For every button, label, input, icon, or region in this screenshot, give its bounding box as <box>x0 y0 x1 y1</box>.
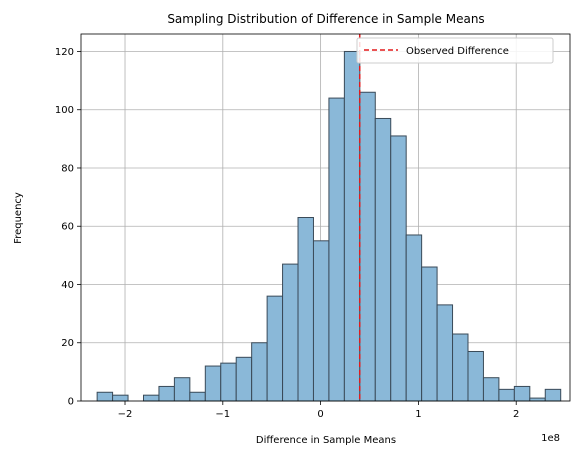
x-tick-label: 2 <box>513 409 519 420</box>
histogram-bar <box>112 394 129 402</box>
histogram-bar <box>421 266 438 402</box>
x-axis-ticks: −2 −1 0 1 2 <box>118 401 519 420</box>
histogram-bar <box>513 385 531 402</box>
histogram-bar <box>282 263 299 402</box>
legend: Observed Difference <box>356 37 554 64</box>
x-tick-label: −1 <box>215 409 230 420</box>
histogram-bar <box>312 240 330 402</box>
y-axis-label: Frequency <box>13 192 24 244</box>
histogram-bar <box>452 333 469 402</box>
histogram-bar <box>405 234 423 402</box>
histogram-bar <box>189 391 206 402</box>
histogram-bar <box>297 217 314 402</box>
y-tick-label: 20 <box>61 338 74 349</box>
histogram-bar <box>343 50 361 402</box>
y-tick-label: 120 <box>55 47 74 58</box>
x-tick-label: 0 <box>317 409 323 420</box>
histogram-bar <box>251 342 268 402</box>
histogram-bar <box>436 304 454 402</box>
x-tick-label: 1 <box>415 409 421 420</box>
histogram-bar <box>498 388 515 402</box>
y-axis-ticks: 0 20 40 60 80 100 120 <box>55 47 81 408</box>
histogram-bar <box>173 377 191 402</box>
histogram-bar <box>235 356 253 402</box>
histogram-bar <box>390 135 407 402</box>
histogram-bars <box>96 50 562 402</box>
plot-frame <box>80 33 571 402</box>
x-axis-offset-text: 1e8 <box>541 433 560 444</box>
legend-label: Observed Difference <box>406 46 509 57</box>
histogram-bar <box>204 365 222 402</box>
y-tick-label: 0 <box>68 397 74 408</box>
histogram-bar <box>266 295 284 402</box>
histogram-bar <box>467 350 484 402</box>
x-axis-label: Difference in Sample Means <box>256 435 396 446</box>
legend-box <box>356 37 554 64</box>
histogram-bar <box>482 377 500 402</box>
chart-title: Sampling Distribution of Difference in S… <box>167 12 484 26</box>
histogram-bar <box>374 117 392 402</box>
y-tick-label: 40 <box>61 280 74 291</box>
x-tick-label: −2 <box>118 409 133 420</box>
y-tick-label: 100 <box>55 105 74 116</box>
histogram-bar <box>359 91 376 402</box>
y-tick-label: 60 <box>61 222 74 233</box>
histogram-bar <box>142 394 160 402</box>
histogram-bar <box>544 388 562 402</box>
histogram-bar <box>529 397 546 402</box>
y-tick-label: 80 <box>61 163 74 174</box>
histogram-bar <box>96 391 114 402</box>
histogram-bar <box>328 97 345 402</box>
histogram-bar <box>220 362 237 402</box>
histogram-bar <box>158 385 175 402</box>
